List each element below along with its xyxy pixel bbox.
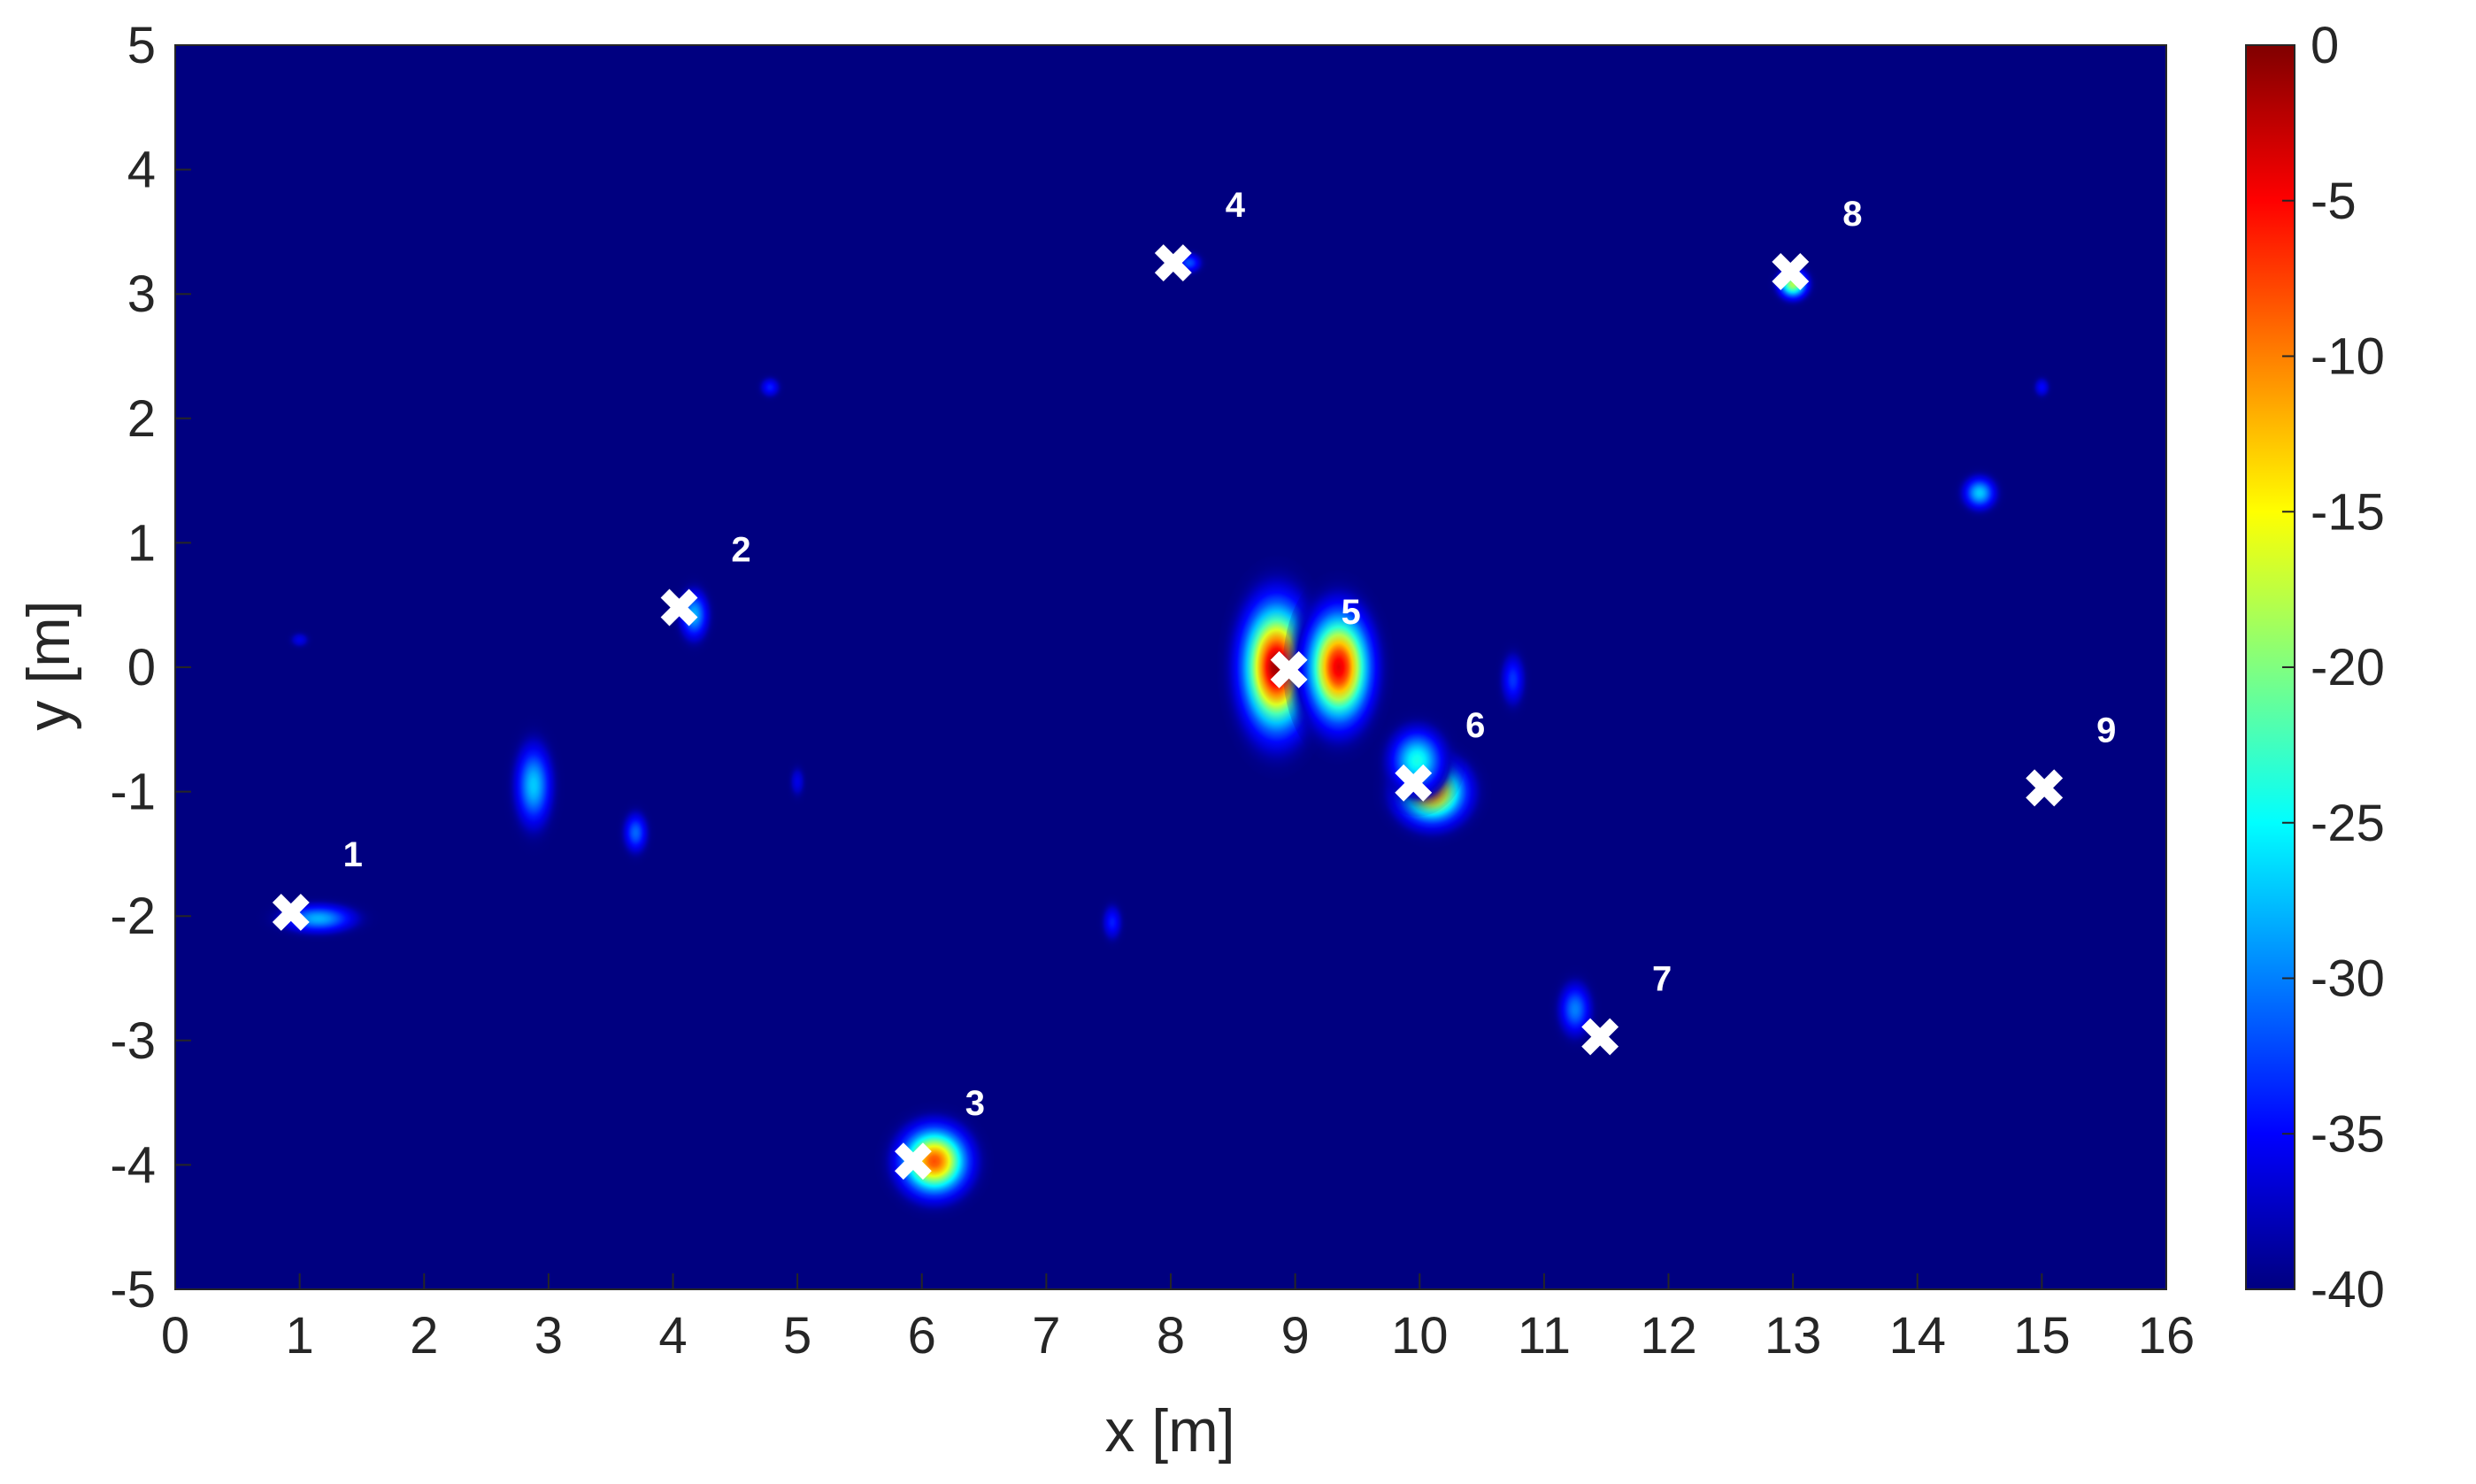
cross-icon xyxy=(2026,769,2064,807)
colorbar-tick-label: -20 xyxy=(2311,639,2385,696)
x-tick-label: 10 xyxy=(1391,1307,1449,1365)
x-tick-label: 4 xyxy=(658,1307,687,1365)
cross-icon xyxy=(660,588,698,627)
colorbar-tick-label: -5 xyxy=(2311,173,2357,230)
marker-label: 1 xyxy=(343,835,363,874)
y-tick-label: 5 xyxy=(127,17,156,74)
colorbar-tick-label: -40 xyxy=(2311,1261,2385,1319)
x-tick-label: 7 xyxy=(1032,1307,1060,1365)
x-tick-label: 11 xyxy=(1518,1307,1571,1365)
markers-layer: 1 2 3 4 5 6 7 8 9 xyxy=(272,186,2116,1180)
cross-icon xyxy=(1395,764,1433,802)
y-axis: 5 4 3 2 1 0 -1 -2 -3 -4 -5 xyxy=(110,17,191,1319)
x-tick-label: 15 xyxy=(2013,1307,2071,1365)
hotspot xyxy=(500,711,567,860)
y-axis-label: y [m] xyxy=(15,600,82,730)
plot-area xyxy=(174,44,2167,1290)
marker-label: 4 xyxy=(1226,186,1246,225)
x-tick-label: 1 xyxy=(285,1307,313,1365)
cross-icon xyxy=(1772,252,1810,290)
colorbar-tick-label: -10 xyxy=(2311,328,2385,386)
hotspot xyxy=(1490,631,1536,728)
y-tick-label: -2 xyxy=(110,888,156,945)
x-tick-label: 13 xyxy=(1765,1307,1822,1365)
colorbar-tick-label: -15 xyxy=(2311,483,2385,541)
heatmap-background xyxy=(175,45,2166,1289)
x-tick-label: 12 xyxy=(1640,1307,1697,1365)
hotspot xyxy=(1368,704,1466,817)
marker-label: 8 xyxy=(1842,195,1862,234)
marker-3: 3 xyxy=(894,1084,985,1180)
colorbar: 0 -5 -10 -15 -20 -25 -30 -35 -40 xyxy=(2245,17,2385,1319)
marker-4: 4 xyxy=(1154,186,1246,281)
colorbar-tick-label: -25 xyxy=(2311,795,2385,852)
y-tick-label: -4 xyxy=(110,1136,156,1194)
cross-icon xyxy=(1154,244,1192,281)
x-axis-label: x [m] xyxy=(1104,1397,1234,1465)
y-tick-label: 4 xyxy=(127,142,156,199)
x-tick-label: 16 xyxy=(2138,1307,2195,1365)
cross-icon xyxy=(1270,650,1308,688)
hotspot xyxy=(874,1101,995,1221)
marker-5: 5 xyxy=(1270,593,1361,688)
heatmap-hotspots xyxy=(250,243,2057,1221)
y-tick-label: 2 xyxy=(127,390,156,448)
colorbar-tick-label: -35 xyxy=(2311,1105,2385,1163)
hotspot xyxy=(250,892,386,945)
cross-icon xyxy=(894,1142,932,1180)
x-tick-label: 6 xyxy=(908,1307,936,1365)
cross-icon xyxy=(272,894,310,931)
x-axis: 0 1 2 3 4 5 6 7 8 9 10 11 12 13 14 15 16 xyxy=(161,1273,2195,1365)
hotspot xyxy=(281,625,319,655)
x-tick-label: 2 xyxy=(410,1307,438,1365)
y-tick-label: -1 xyxy=(110,764,156,821)
marker-7: 7 xyxy=(1581,960,1672,1056)
x-tick-label: 0 xyxy=(161,1307,189,1365)
y-tick-label: -5 xyxy=(110,1261,156,1319)
marker-label: 5 xyxy=(1341,593,1360,632)
x-tick-label: 3 xyxy=(534,1307,563,1365)
colorbar-tick-label: -30 xyxy=(2311,950,2385,1008)
hotspot xyxy=(1766,258,1819,311)
hotspot xyxy=(1093,888,1131,957)
marker-label: 2 xyxy=(731,531,750,570)
y-tick-label: 3 xyxy=(127,265,156,323)
marker-label: 9 xyxy=(2096,711,2116,750)
marker-label: 7 xyxy=(1652,960,1672,999)
y-tick-label: 0 xyxy=(127,639,156,696)
marker-2: 2 xyxy=(660,531,751,627)
hotspot xyxy=(1282,570,1396,765)
marker-9: 9 xyxy=(2026,711,2116,807)
x-tick-label: 8 xyxy=(1157,1307,1185,1365)
marker-label: 6 xyxy=(1465,706,1485,745)
hotspot xyxy=(751,368,789,406)
y-tick-label: 1 xyxy=(127,514,156,572)
y-tick-label: -3 xyxy=(110,1012,156,1070)
marker-8: 8 xyxy=(1772,195,1862,290)
x-tick-label: 14 xyxy=(1888,1307,1946,1365)
hotspot xyxy=(613,795,658,871)
colorbar-tick-label: 0 xyxy=(2311,17,2339,74)
hotspot xyxy=(2026,368,2057,406)
marker-label: 3 xyxy=(965,1084,985,1123)
cross-icon xyxy=(1581,1018,1619,1056)
hotspot xyxy=(782,751,812,812)
marker-6: 6 xyxy=(1395,706,1485,802)
hotspot xyxy=(1949,463,2010,523)
marker-1: 1 xyxy=(272,835,363,931)
x-tick-label: 5 xyxy=(783,1307,811,1365)
x-tick-label: 9 xyxy=(1280,1307,1309,1365)
